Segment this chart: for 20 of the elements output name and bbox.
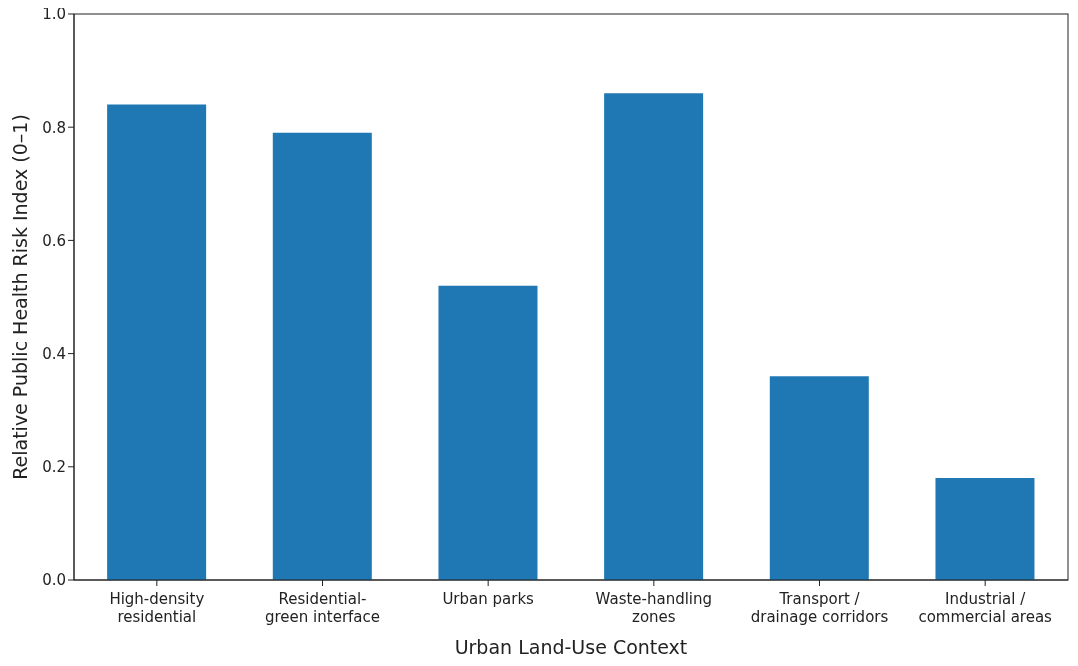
- x-tick-label: Residential- green interface: [265, 590, 380, 626]
- x-tick-label: Industrial / commercial areas: [918, 590, 1053, 626]
- y-tick-label: 1.0: [42, 5, 66, 24]
- bar: [107, 104, 207, 580]
- bar: [438, 285, 538, 580]
- x-tick-label: High-density residential: [109, 590, 205, 626]
- y-tick-label: 0.2: [42, 458, 66, 477]
- y-tick-label: 0.0: [42, 571, 66, 590]
- bar: [604, 93, 704, 580]
- x-tick-label: Transport / drainage corridors: [750, 590, 889, 626]
- x-axis-title: Urban Land-Use Context: [454, 636, 688, 658]
- x-tick-label: Urban parks: [442, 590, 535, 608]
- y-tick-label: 0.6: [42, 231, 66, 250]
- bar: [272, 132, 372, 580]
- bar: [769, 376, 869, 580]
- y-tick-label: 0.8: [42, 118, 66, 137]
- y-tick-label: 0.4: [42, 344, 66, 363]
- x-tick-label: Waste-handling zones: [595, 590, 713, 626]
- bar: [935, 478, 1035, 580]
- y-axis-title: Relative Public Health Risk Index (0–1): [9, 114, 31, 480]
